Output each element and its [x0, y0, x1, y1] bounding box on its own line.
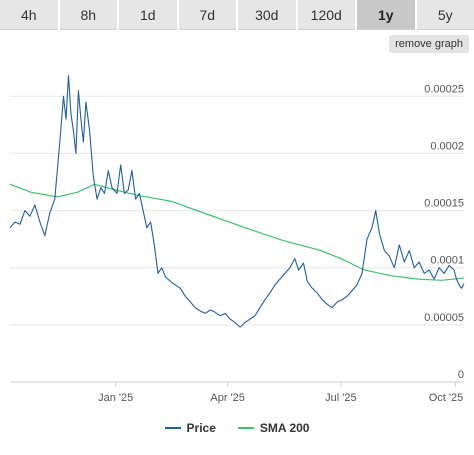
x-tick-label: Oct '25: [429, 392, 464, 404]
tab-30d[interactable]: 30d: [238, 0, 296, 30]
legend-label-price: Price: [186, 421, 216, 435]
y-tick-label: 0.00015: [424, 198, 464, 210]
remove-graph-button[interactable]: remove graph: [389, 35, 469, 53]
legend-swatch-sma: [237, 427, 254, 429]
y-tick-label: 0.00025: [424, 83, 464, 95]
tab-1y[interactable]: 1y: [357, 0, 415, 30]
tab-7d[interactable]: 7d: [178, 0, 236, 30]
x-tick-label: Jan '25: [98, 392, 133, 404]
y-tick-label: 0.0001: [430, 255, 464, 267]
tab-1d[interactable]: 1d: [119, 0, 177, 30]
y-tick-label: 0.0002: [430, 140, 464, 152]
legend-label-sma: SMA 200: [259, 421, 310, 435]
x-tick-label: Jul '25: [325, 392, 356, 404]
y-tick-label: 0: [458, 369, 464, 381]
chart-legend: Price SMA 200: [0, 421, 474, 435]
tab-5y[interactable]: 5y: [416, 0, 474, 30]
legend-item-sma[interactable]: SMA 200: [237, 421, 310, 435]
chart-series: [9, 75, 465, 328]
sma-200-line: [9, 183, 465, 281]
tab-120d[interactable]: 120d: [297, 0, 355, 30]
tab-8h[interactable]: 8h: [59, 0, 117, 30]
price-chart: 0 0.00005 0.0001 0.00015 0.0002 0.00025 Jan '2…: [9, 75, 465, 404]
price-line: [9, 75, 465, 328]
timeframe-tabs: 4h 8h 1d 7d 30d 120d 1y 5y: [0, 0, 474, 30]
chart-ticks: 0 0.00005 0.0001 0.00015 0.0002 0.00025 Jan '2…: [98, 83, 464, 404]
tab-4h[interactable]: 4h: [0, 0, 58, 30]
x-tick-label: Apr '25: [210, 392, 245, 404]
legend-item-price[interactable]: Price: [164, 421, 216, 435]
legend-swatch-price: [164, 427, 181, 429]
y-tick-label: 0.00005: [424, 312, 464, 324]
chart-grid: [10, 95, 464, 387]
